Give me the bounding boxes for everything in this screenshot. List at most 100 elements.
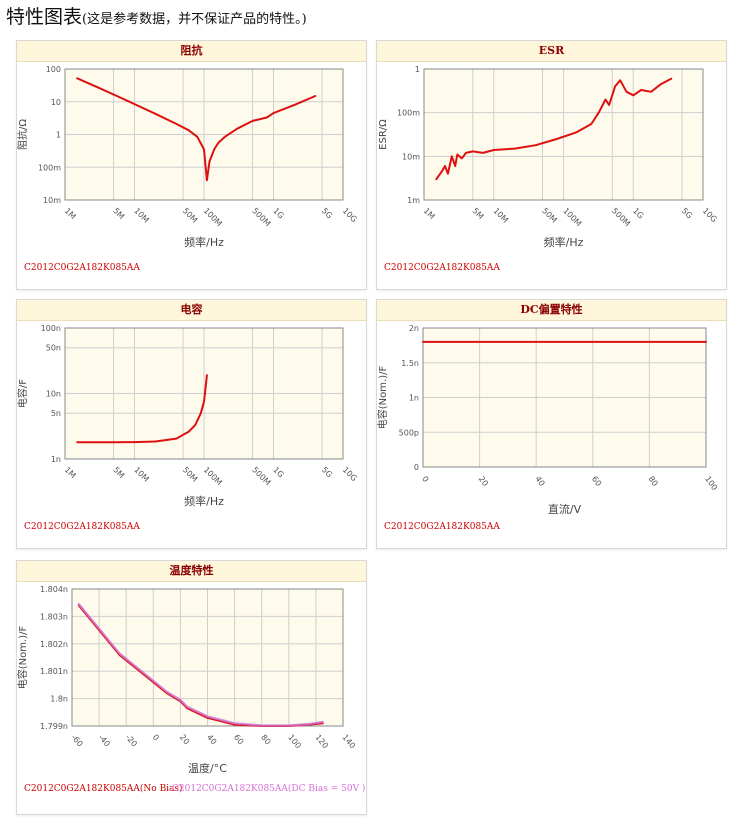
series-line	[77, 603, 324, 727]
dc-bias-chart-title: DC偏置特性	[377, 300, 726, 321]
x-tick-label: 1M	[422, 206, 437, 221]
y-axis-label: 电容(Nom.)/F	[377, 366, 389, 430]
series-line	[76, 374, 208, 444]
x-axis-label: 频率/Hz	[544, 235, 584, 249]
y-tick-label: 10n	[46, 390, 61, 399]
y-tick-label: 1.802n	[40, 640, 68, 649]
x-tick-label: 10G	[341, 465, 359, 483]
impedance-chart-title: 阻抗	[17, 41, 366, 62]
x-tick-label: 1M	[63, 465, 78, 480]
series-line	[435, 77, 673, 181]
temperature-chart: 1.804n 1.803n 1.802n 1.801n 1.8n 1.799n-60 -40…	[17, 585, 357, 775]
x-tick-label: 40	[533, 474, 546, 488]
esr-chart-card: ESR 1 100m 10m 1m 1M 5M 10M 50M 100M 500M 1G 5G 10G 频…	[376, 40, 727, 290]
y-tick-label: 1.801n	[40, 667, 68, 676]
y-tick-label: 1.804n	[40, 585, 68, 594]
x-tick-label: 10M	[132, 465, 151, 484]
y-tick-label: 100n	[41, 324, 61, 333]
x-tick-label: 500M	[250, 206, 272, 228]
x-tick-label: 1G	[631, 206, 645, 220]
x-axis-label: 频率/Hz	[184, 494, 224, 508]
x-tick-label: -60	[69, 733, 84, 749]
x-tick-label: 5G	[320, 465, 334, 479]
x-axis-label: 直流/V	[548, 502, 582, 516]
x-tick-label: 100	[703, 474, 719, 492]
y-tick-label: 0	[414, 463, 419, 472]
x-tick-label: 100M	[202, 206, 224, 228]
x-tick-label: 0	[151, 733, 161, 743]
x-tick-label: 0	[420, 474, 430, 483]
y-axis-label: 电容(Nom.)/F	[17, 626, 29, 690]
plot-border	[64, 327, 344, 460]
y-tick-label: 10	[51, 98, 61, 107]
x-tick-label: 50M	[540, 206, 559, 225]
page-subtitle: (这是参考数据，并不保证产品的特性。)	[82, 12, 307, 27]
y-tick-label: 1n	[409, 394, 419, 403]
y-tick-label: 100m	[397, 109, 420, 118]
y-tick-label: 1	[415, 65, 420, 74]
dc-bias-part-number: C2012C0G2A182K085AA	[384, 522, 500, 532]
x-tick-label: 5M	[470, 206, 485, 221]
temperature-dc-bias-legend: C2012C0G2A182K085AA(DC Bias = 50V )	[172, 784, 366, 794]
y-tick-label: 10m	[43, 196, 61, 205]
x-tick-label: 5G	[320, 206, 334, 220]
grid-lines	[64, 68, 344, 201]
x-tick-label: 50M	[181, 206, 200, 225]
x-tick-label: -20	[124, 733, 139, 749]
y-tick-label: 50n	[46, 344, 61, 353]
temperature-no-bias-legend: C2012C0G2A182K085AA(No Bias)	[24, 784, 183, 794]
impedance-chart-card: 阻抗 100 10 1 100m 10m 1M 5M 10M 50M 100M 500M 1G 5G 10…	[16, 40, 367, 290]
y-axis-label: 阻抗/Ω	[17, 119, 29, 150]
page-title: 特性图表(这是参考数据，并不保证产品的特性。)	[6, 2, 307, 29]
x-tick-label: 80	[259, 733, 272, 747]
x-tick-label: 500M	[610, 206, 632, 228]
y-tick-label: 100m	[38, 163, 61, 172]
x-tick-label: 80	[646, 474, 659, 488]
x-tick-label: 100	[286, 733, 303, 750]
y-tick-label: 1	[56, 131, 61, 140]
y-tick-label: 1.803n	[40, 612, 68, 621]
x-tick-label: 60	[590, 474, 603, 488]
x-tick-label: 5M	[111, 465, 126, 480]
x-tick-label: 5M	[111, 206, 126, 221]
y-axis-label: 电容/F	[17, 379, 29, 408]
x-tick-label: 50M	[181, 465, 200, 484]
x-tick-label: 20	[178, 733, 191, 747]
x-tick-label: -40	[96, 733, 111, 749]
x-tick-label: 100M	[561, 206, 583, 228]
y-tick-label: 1m	[407, 196, 420, 205]
x-tick-label: 100M	[202, 465, 224, 487]
dc-bias-chart: 2n 1.5n 1n 500p 00 20 40 60 80 100 直流/V 电容(Nom.)/F	[377, 324, 719, 516]
y-axis-label: ESR/Ω	[378, 119, 389, 150]
x-tick-label: 1G	[271, 465, 285, 479]
y-tick-label: 500p	[399, 428, 419, 437]
x-tick-label: 1M	[63, 206, 78, 221]
x-tick-label: 1G	[271, 206, 285, 220]
y-tick-label: 1.5n	[401, 359, 419, 368]
x-tick-label: 120	[313, 733, 330, 750]
x-tick-label: 10M	[491, 206, 510, 225]
x-tick-label: 20	[477, 474, 490, 488]
y-tick-label: 1.799n	[40, 722, 68, 731]
esr-part-number: C2012C0G2A182K085AA	[384, 263, 500, 273]
x-axis-label: 温度/°C	[188, 761, 227, 775]
x-tick-label: 10G	[701, 206, 719, 224]
page-title-text: 特性图表	[6, 6, 83, 28]
dc-bias-chart-card: DC偏置特性 2n 1.5n 1n 500p 0 0 20 40 60 80 100 直流/V 电容(N…	[376, 299, 727, 549]
y-tick-label: 1.8n	[50, 695, 68, 704]
x-tick-label: 10M	[132, 206, 151, 225]
capacitance-chart-title: 电容	[17, 300, 366, 321]
y-tick-label: 10m	[402, 152, 420, 161]
series-line	[76, 77, 317, 182]
x-tick-label: 500M	[250, 465, 272, 487]
capacitance-chart-card: 电容 100n 50n 10n 5n 1n 1M 5M 10M 50M 100M 500M 1G 5G 1…	[16, 299, 367, 549]
temperature-chart-title: 温度特性	[17, 561, 366, 582]
impedance-part-number: C2012C0G2A182K085AA	[24, 263, 140, 273]
temperature-chart-card: 温度特性 1.804n 1.803n 1.802n 1.801n 1.8n 1.799n -…	[16, 560, 367, 815]
x-tick-label: 60	[232, 733, 245, 747]
plot-border	[71, 588, 344, 727]
y-tick-label: 2n	[409, 324, 419, 333]
